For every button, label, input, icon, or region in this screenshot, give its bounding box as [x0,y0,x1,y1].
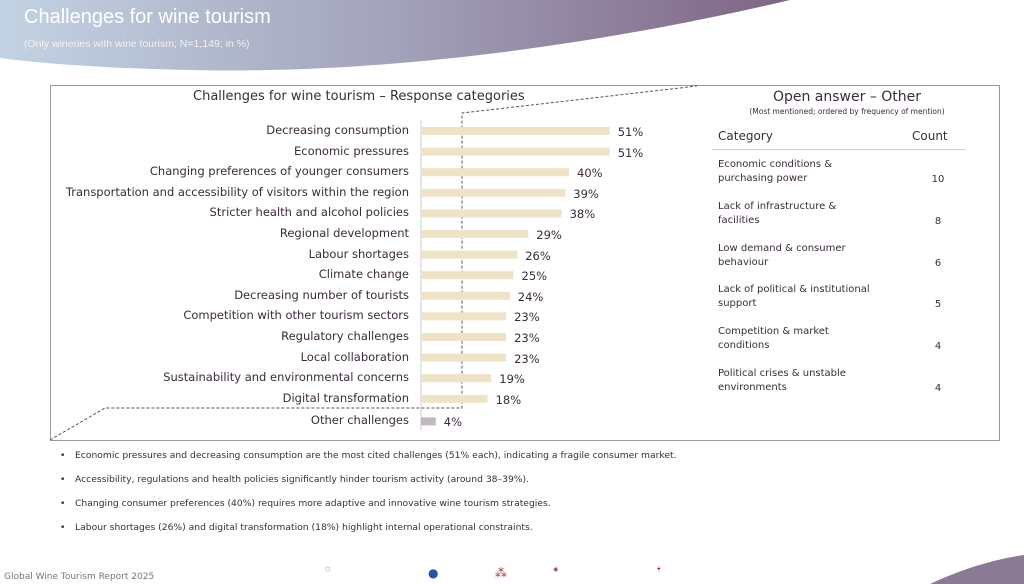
logo-emblem: ● [428,566,439,580]
category-label: Decreasing consumption [266,123,409,137]
logo-geisenheim: ⬡ [325,566,331,573]
bullet-item: Labour shortages (26%) and digital trans… [60,522,677,546]
footer-swoosh [930,555,1024,584]
bar [421,127,610,135]
key-findings-list: Economic pressures and decreasing consum… [60,450,677,546]
bullet-item: Changing consumer preferences (40%) requ… [60,498,677,522]
data-label: 18% [495,392,522,407]
category-label: Changing preferences of younger consumer… [149,164,409,179]
category-label: Decreasing number of tourists [234,287,409,302]
category-label: Transportation and accessibility of visi… [65,184,409,199]
category-cell: Low demand & consumer behaviour [718,242,846,268]
bar [421,394,488,403]
count-cell: 4 [934,341,942,353]
data-label: 24% [517,289,544,304]
category-label: Digital transformation [282,390,409,405]
bullet-item: Accessibility, regulations and health po… [60,474,677,498]
category-label: Climate change [318,267,409,282]
data-label: 23% [514,310,540,325]
count-cell: 5 [934,299,942,311]
category-label: Regional development [279,226,409,240]
category-label: Economic pressures [294,143,409,158]
data-label: 38% [569,207,596,222]
bar [421,188,566,197]
bar [421,333,507,341]
bar [421,271,514,280]
count-cell: 10 [931,174,945,185]
column-header-count: Count [912,129,948,143]
bullet-item: Economic pressures and decreasing consum… [60,450,677,474]
bar [421,312,507,321]
category-cell: Economic conditions & purchasing power [718,159,833,184]
chart-title: Challenges for wine tourism – Response c… [193,89,525,104]
column-header-category: Category [718,129,773,143]
logo-great-wine-capitals: ◉ [553,566,559,573]
count-cell: 4 [934,383,942,394]
data-label: 19% [499,372,525,387]
data-label: 25% [521,269,548,284]
data-label: 39% [573,186,599,201]
bar [421,168,569,177]
open-answer-subtitle: (Most mentioned; ordered by frequency of… [749,107,945,116]
header-banner [0,0,790,71]
data-label: 51% [617,145,644,160]
zoom-connector [49,85,698,441]
category-label: Other challenges [310,413,409,428]
data-label: 4% [443,415,463,430]
data-label: 40% [577,166,603,181]
category-cell: Lack of political & institutional suppor… [718,284,870,310]
bar [421,353,507,362]
category-label: Sustainability and environmental concern… [163,370,409,385]
bar [421,374,492,383]
chart-frame [50,85,1000,441]
bar [421,291,510,300]
logo-winetourism: 🍷 [655,566,663,573]
data-label: 23% [514,331,540,345]
bar [421,250,518,259]
open-answer-title: Open answer – Other [772,89,922,105]
category-label: Competition with other tourism sectors [183,308,409,323]
category-label: Regulatory challenges [281,329,409,343]
category-cell: Competition & market conditions [718,326,829,352]
bar [421,209,562,218]
bar [421,147,610,156]
data-label: 51% [617,125,644,139]
category-label: Stricter health and alcohol policies [209,205,409,220]
bar [421,230,529,238]
page-subtitle: (Only wineries with wine tourism; N=1,14… [24,38,250,50]
category-label: Labour shortages [308,246,409,261]
bar [421,417,436,426]
category-cell: Political crises & unstable environments [718,368,846,393]
data-label: 26% [525,248,551,263]
footer-text: Global Wine Tourism Report 2025 [4,572,155,582]
data-label: 29% [536,228,562,242]
header-divider [712,149,965,150]
count-cell: 6 [934,257,942,269]
category-cell: Lack of infrastructure & facilities [718,200,837,226]
count-cell: 8 [934,215,942,227]
logo-grapes: ⁂ [495,566,507,580]
data-label: 23% [514,351,540,366]
page-title: Challenges for wine tourism [24,6,271,28]
category-label: Local collaboration [300,349,409,364]
